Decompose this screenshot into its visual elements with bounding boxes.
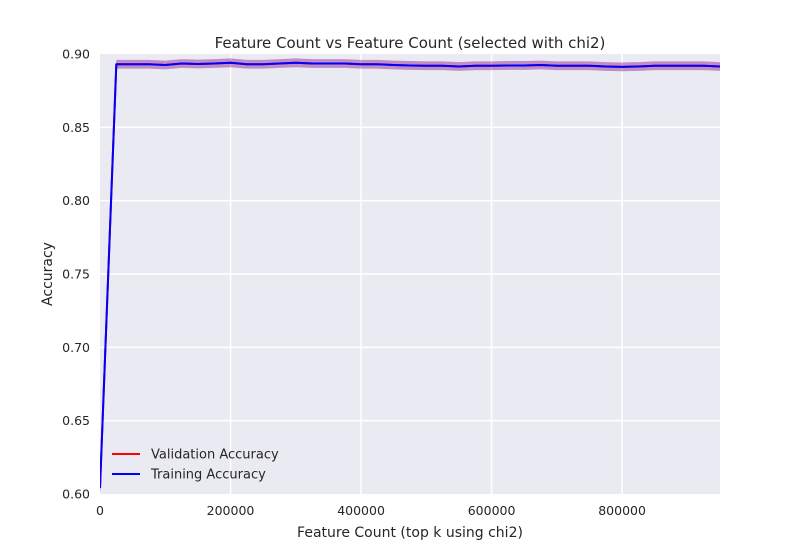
series-line-training [100,61,720,489]
x-axis-ticks: 0 200000 400000 600000 800000 [96,503,646,518]
x-tick-label: 200000 [207,503,255,518]
grid-lines [100,54,720,494]
y-tick-label: 0.75 [62,267,90,282]
plot-series-group [100,58,720,494]
chart-title: Feature Count vs Feature Count (selected… [215,34,606,52]
x-axis-label: Feature Count (top k using chi2) [297,525,523,541]
y-tick-label: 0.60 [62,487,90,502]
y-axis-label: Accuracy [40,242,56,306]
y-tick-label: 0.80 [62,193,90,208]
y-tick-label: 0.90 [62,47,90,62]
legend-label: Validation Accuracy [151,448,279,463]
y-tick-label: 0.70 [62,340,90,355]
x-tick-label: 800000 [598,503,646,518]
y-tick-label: 0.65 [62,413,90,428]
x-tick-label: 600000 [468,503,516,518]
y-tick-label: 0.85 [62,120,90,135]
legend-label: Training Accuracy [150,468,266,483]
y-axis-ticks: 0.60 0.65 0.70 0.75 0.80 0.85 0.90 [62,47,90,502]
x-tick-label: 400000 [337,503,385,518]
x-tick-label: 0 [96,503,104,518]
legend: Validation Accuracy Training Accuracy [112,448,279,483]
